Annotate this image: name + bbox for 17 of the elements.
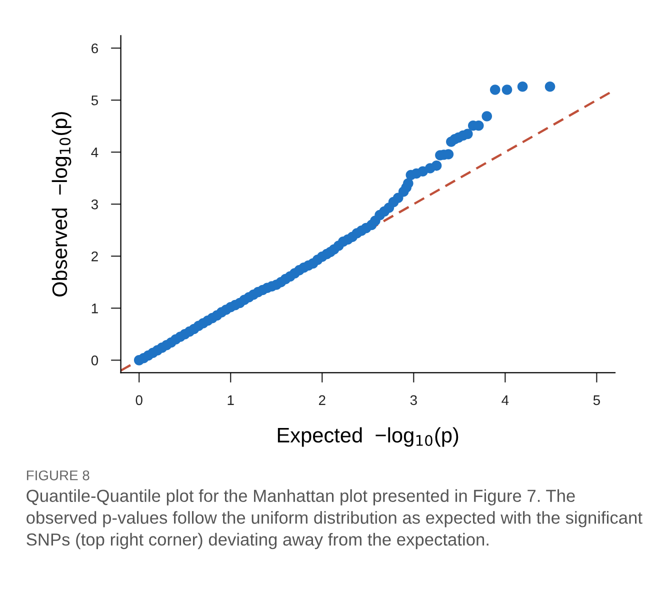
x-tick-label: 5 <box>593 395 600 406</box>
y-tick-label: 3 <box>91 199 98 210</box>
caption: FIGURE 8 <box>26 470 90 480</box>
x-tick-label: 3 <box>410 395 417 406</box>
y-tick-label: 5 <box>91 96 98 106</box>
x-axis-title: Expected −log$_{10}$(p) <box>278 427 458 447</box>
y-tick-label: 4 <box>91 148 98 158</box>
y-tick-label: 2 <box>92 251 98 262</box>
x-tick-label: 0 <box>136 395 142 406</box>
y-axis-title: Observed −log$_{10}$(p) <box>52 112 72 296</box>
x-tick-label: 1 <box>228 395 234 405</box>
x-tick-label: 4 <box>502 395 509 405</box>
x-tick-label: 2 <box>318 395 326 405</box>
y-tick-label: 1 <box>92 304 98 314</box>
text: Quantile-Quantile plot for the Manhattan plot presented in Figure 7. The observed p-values follow the uniform distribution as expected with the significant SNPs (top right corner) deviating away from the expectation. <box>26 489 642 550</box>
y-tick-label: 0 <box>91 356 98 366</box>
y-tick-label: 6 <box>92 43 98 54</box>
